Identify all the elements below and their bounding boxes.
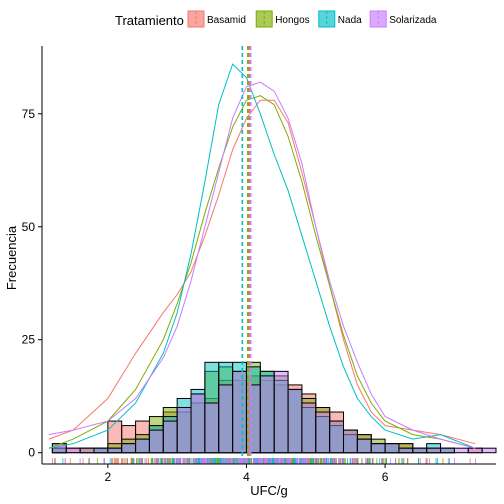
bar-solarizada-24 (384, 443, 400, 454)
bars-layer (51, 361, 497, 454)
bar-solarizada-16 (273, 370, 289, 454)
bar-solarizada-18 (301, 402, 317, 454)
rug-layer (51, 458, 476, 464)
x-axis-title: UFC/g (250, 483, 288, 498)
bar-solarizada-27 (426, 447, 442, 454)
legend-label-nada: Nada (338, 15, 362, 26)
y-axis-title: Frecuencia (4, 225, 19, 290)
legend-label-solarizada: Solarizada (389, 15, 437, 26)
density-curve-nada (48, 63, 476, 449)
bar-solarizada-17 (287, 388, 303, 454)
y-tick-label-75: 75 (22, 107, 36, 121)
legend-entry-nada: Nada (318, 10, 362, 28)
bar-solarizada-8 (162, 420, 178, 454)
bar-solarizada-3 (93, 447, 109, 454)
bar-solarizada-13 (232, 370, 247, 454)
axes-layer: 2 4 6 0 25 50 75 (22, 46, 496, 484)
bar-solarizada-30 (467, 447, 483, 454)
y-tick-label-25: 25 (22, 333, 36, 347)
bar-solarizada-11 (204, 402, 220, 454)
bar-solarizada-25 (398, 447, 414, 454)
bar-solarizada-9 (176, 407, 192, 454)
legend-entry-solarizada: Solarizada (369, 10, 437, 28)
bar-solarizada-21 (343, 429, 358, 454)
bar-solarizada-19 (315, 411, 331, 454)
bar-solarizada-23 (370, 443, 386, 454)
bar-solarizada-1 (65, 447, 81, 454)
density-curve-solarizada (48, 81, 476, 449)
legend-label-basamid: Basamid (207, 15, 246, 26)
bar-solarizada-4 (107, 447, 123, 454)
density-curve-hongos (48, 95, 476, 449)
bar-solarizada-10 (190, 393, 206, 454)
bar-solarizada-5 (121, 443, 137, 454)
bar-solarizada-6 (135, 438, 150, 454)
bar-solarizada-12 (218, 384, 234, 454)
x-tick-label-2: 2 (105, 470, 112, 484)
bar-solarizada-15 (259, 375, 275, 454)
legend: Tratamiento Basamid Hongos Nada Solarizada (115, 10, 437, 28)
bar-solarizada-29 (453, 447, 469, 454)
bar-solarizada-28 (440, 447, 455, 454)
legend-label-hongos: Hongos (275, 15, 309, 26)
x-tick-label-4: 4 (243, 470, 250, 484)
bar-solarizada-31 (481, 447, 497, 454)
y-tick-label-50: 50 (22, 220, 36, 234)
y-tick-label-0: 0 (28, 446, 35, 460)
bar-solarizada-20 (329, 420, 345, 454)
x-tick-label-6: 6 (382, 470, 389, 484)
density-layer (48, 63, 476, 449)
bar-solarizada-7 (148, 429, 164, 454)
bar-solarizada-2 (79, 447, 95, 454)
legend-entry-basamid: Basamid (187, 10, 246, 28)
legend-entry-hongos: Hongos (255, 10, 310, 28)
legend-title: Tratamiento (115, 13, 184, 28)
bar-solarizada-26 (412, 447, 428, 454)
bar-solarizada-22 (356, 438, 372, 454)
